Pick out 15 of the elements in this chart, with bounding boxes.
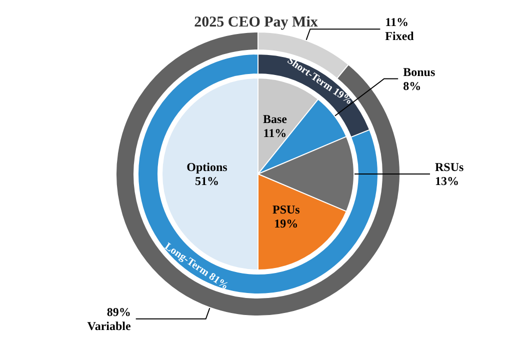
data-label: 8% [403,78,422,93]
data-label: 11% [263,126,287,140]
data-label: 51% [195,174,219,188]
slice-label: Base [262,112,288,126]
slice-label: PSUs [272,202,300,217]
chart-title: 2025 CEO Pay Mix [194,14,318,30]
slice-label: RSUs [435,160,464,174]
data-label: 13% [435,174,459,188]
slice-label: Fixed [385,29,414,44]
data-label: 89% [106,304,131,319]
slice-label: Options [186,160,228,174]
slice-label: Bonus [403,64,436,79]
data-label: 19% [274,216,298,231]
slice-label: Variable [87,318,132,333]
data-label: 11% [385,15,409,30]
